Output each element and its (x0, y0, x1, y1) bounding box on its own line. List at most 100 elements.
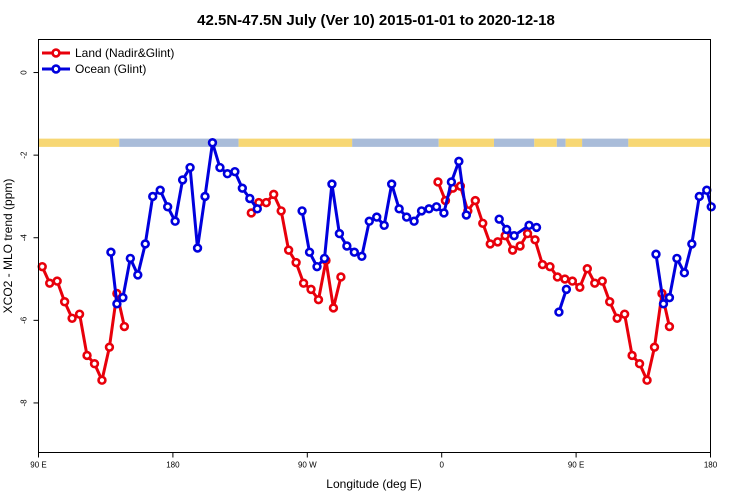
data-point (185, 162, 195, 173)
land-mask-segment (38, 138, 120, 147)
data-point (106, 247, 116, 257)
data-point (494, 214, 504, 224)
data-point (394, 204, 404, 214)
data-point (522, 228, 533, 239)
data-point (89, 359, 100, 369)
data-point (446, 177, 457, 187)
data-point (246, 208, 257, 218)
data-point (431, 202, 442, 212)
ocean-mask-segment (556, 138, 566, 147)
data-point (125, 253, 136, 264)
data-point (52, 276, 62, 286)
data-point (590, 278, 600, 288)
data-point (560, 274, 570, 284)
data-point (67, 313, 77, 323)
data-point (485, 239, 495, 249)
data-point (342, 241, 352, 251)
data-point (561, 284, 572, 295)
data-point (509, 230, 519, 241)
data-point (531, 222, 542, 233)
legend-label: Ocean (Glint) (75, 62, 146, 76)
data-point (672, 253, 682, 264)
data-point (470, 195, 480, 206)
data-point (694, 191, 704, 202)
data-point (276, 206, 286, 216)
land-mask-segment (565, 138, 583, 147)
data-point (664, 321, 675, 332)
data-point (313, 294, 324, 305)
data-point (140, 239, 150, 249)
data-point (207, 138, 218, 148)
series-line (109, 141, 259, 306)
data-point (306, 284, 316, 295)
data-point (44, 278, 55, 288)
x-tick-label: 90 W (298, 461, 317, 470)
chart-title: 42.5N-47.5N July (Ver 10) 2015-01-01 to … (197, 12, 555, 29)
data-point (454, 156, 464, 167)
series-line (250, 192, 343, 310)
data-point (298, 278, 309, 288)
data-point (269, 189, 279, 200)
legend-marker (51, 48, 61, 58)
data-point (364, 216, 374, 226)
data-point (552, 272, 563, 282)
ocean-mask-segment (119, 138, 239, 147)
data-point (319, 253, 330, 264)
data-point (612, 313, 622, 323)
data-point (649, 342, 660, 352)
land-ocean-mask (38, 138, 711, 147)
data-point (401, 212, 412, 222)
data-point (433, 177, 443, 187)
data-point (297, 206, 307, 216)
data-point (507, 245, 518, 255)
data-point (59, 297, 70, 307)
data-point (215, 162, 225, 173)
ocean-mask-segment (352, 138, 439, 147)
data-point (336, 272, 346, 282)
series-line (654, 188, 713, 306)
land-mask-segment (438, 138, 494, 147)
data-point (133, 270, 143, 280)
data-point (664, 292, 675, 303)
data-point (252, 204, 262, 214)
data-point (461, 210, 472, 220)
data-point (634, 359, 645, 369)
ocean-mask-segment (493, 138, 535, 147)
data-point (192, 243, 203, 253)
data-point (687, 239, 697, 249)
data-point (478, 218, 488, 228)
data-point (372, 212, 382, 222)
series-ocean (106, 138, 716, 317)
y-tick-label: 0 (20, 70, 29, 75)
data-point (327, 179, 337, 189)
data-point (177, 175, 188, 185)
data-point (328, 303, 339, 313)
legend-marker (51, 64, 61, 74)
data-point (97, 375, 107, 385)
data-point (554, 307, 564, 317)
legend-label: Land (Nadir&Glint) (75, 46, 174, 60)
legend: Land (Nadir&Glint) Ocean (Glint) (42, 46, 174, 76)
x-axis: 90 E 180 90 W 0 90 E 180 (30, 452, 718, 470)
data-point (651, 249, 661, 259)
data-point (170, 216, 180, 226)
data-point (162, 202, 173, 212)
data-point (679, 268, 690, 278)
data-point (493, 237, 503, 247)
data-point (104, 342, 115, 352)
x-tick-label: 180 (166, 461, 180, 470)
data-point (537, 259, 548, 270)
data-point (545, 261, 555, 272)
y-axis: 0 -2 -4 -6 -8 (20, 70, 39, 407)
series-layer (37, 138, 716, 385)
data-point (118, 292, 128, 303)
data-point (155, 185, 165, 195)
data-point (658, 299, 669, 309)
data-point (575, 282, 585, 292)
data-point (597, 276, 607, 286)
x-tick-label: 90 E (30, 461, 46, 470)
data-point (349, 247, 360, 257)
x-axis-label: Longitude (deg E) (326, 477, 421, 491)
x-tick-label: 90 E (568, 461, 584, 470)
